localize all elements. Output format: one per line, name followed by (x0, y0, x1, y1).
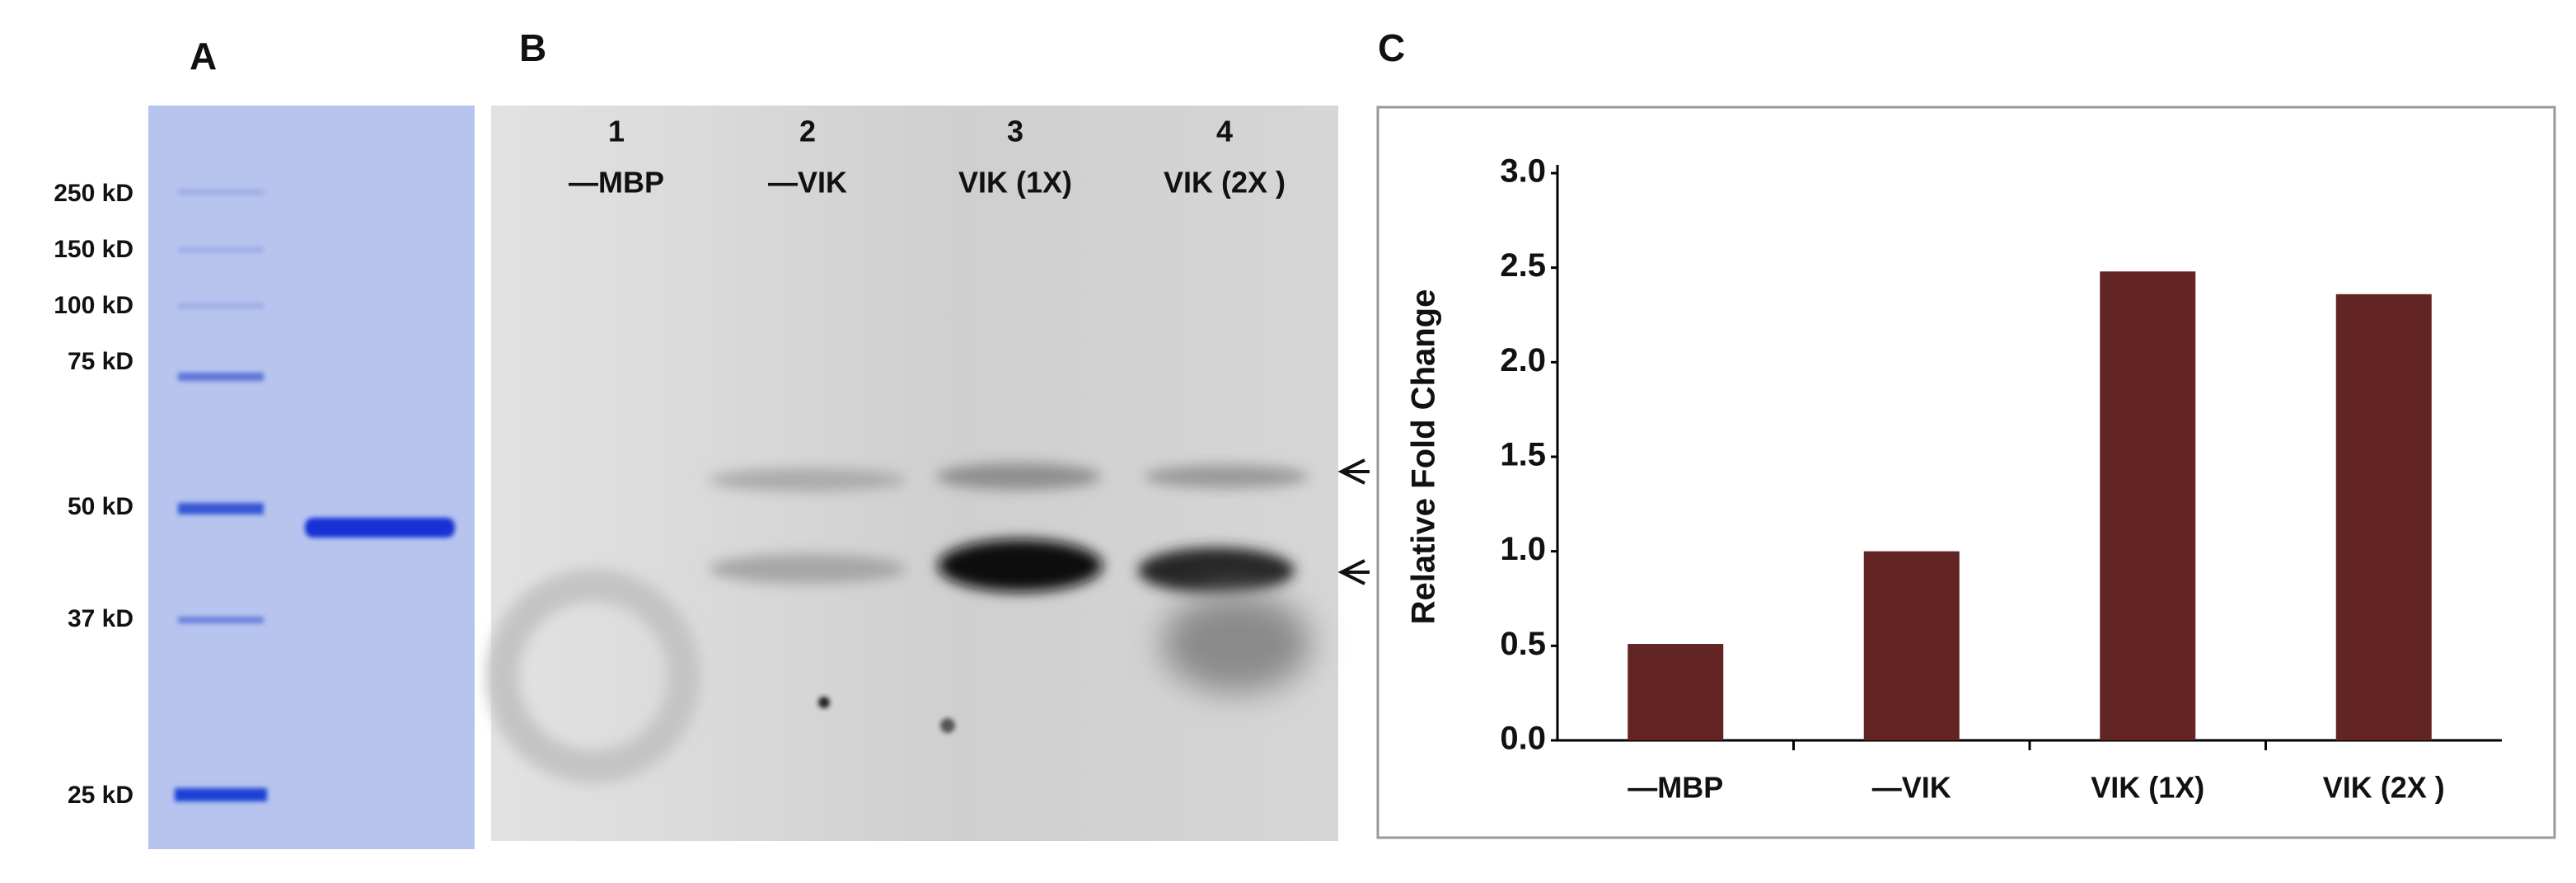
y-tick-label: 2.5 (1500, 247, 1546, 284)
marker-label: 150 kD (54, 236, 133, 263)
x-tick-label: —MBP (1628, 771, 1723, 805)
y-tick-label: 0.0 (1500, 721, 1546, 757)
bar (2100, 271, 2196, 741)
marker-label: 25 kD (68, 782, 133, 809)
gel (148, 106, 475, 849)
arrows (1337, 458, 1370, 585)
lane-number: 2 (799, 115, 816, 148)
y-axis-label: Relative Fold Change (1406, 289, 1442, 625)
x-tick-label: VIK (1X) (2091, 771, 2204, 805)
panel-label: B (519, 26, 546, 69)
bar (2335, 294, 2432, 741)
lane-name: VIK (2X ) (1164, 166, 1286, 200)
bar (1628, 644, 1724, 740)
panel-label: A (190, 35, 217, 77)
lane-name: —MBP (569, 166, 664, 200)
lane-number: 3 (1007, 115, 1023, 148)
blot-bands (486, 463, 1310, 783)
y-tick-label: 3.0 (1500, 153, 1546, 190)
lane-name: VIK (1X) (958, 166, 1072, 200)
lane-number: 1 (608, 115, 625, 148)
x-tick-label: VIK (2X ) (2323, 771, 2445, 805)
panel-label: C (1378, 26, 1405, 69)
marker-label: 100 kD (54, 292, 133, 319)
y-tick-label: 2.0 (1500, 342, 1546, 378)
lane-number: 4 (1216, 115, 1233, 148)
y-tick-label: 1.0 (1500, 531, 1546, 567)
x-tick-label: —VIK (1872, 771, 1951, 805)
bar (1863, 551, 1960, 740)
lane-name: —VIK (768, 166, 847, 200)
y-tick-label: 0.5 (1500, 626, 1546, 662)
marker-label: 37 kD (68, 605, 133, 632)
marker-label: 250 kD (54, 180, 133, 207)
y-tick-label: 1.5 (1500, 437, 1546, 473)
gel-bands (175, 190, 455, 801)
marker-label: 50 kD (68, 493, 133, 520)
marker-label: 75 kD (68, 348, 133, 375)
